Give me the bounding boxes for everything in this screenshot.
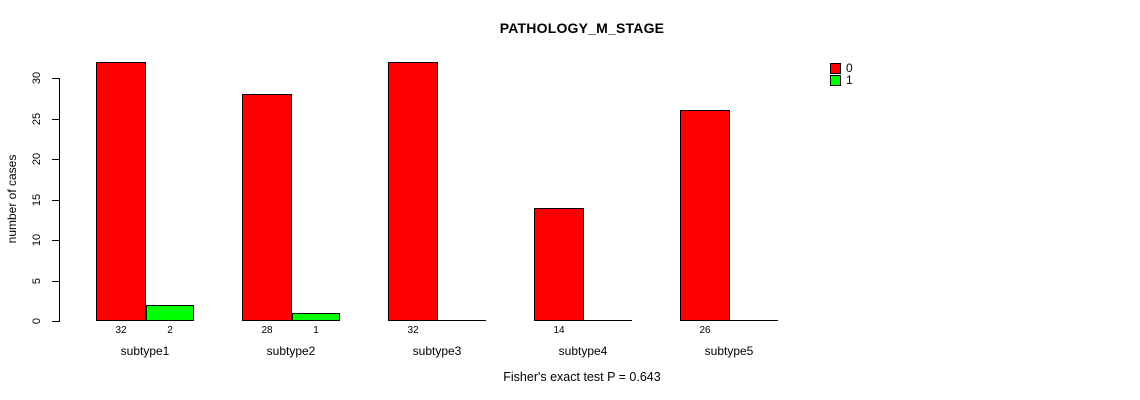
y-tick-label: 10	[31, 233, 43, 247]
bar-1-subtype3-zero	[438, 320, 486, 321]
legend-label-1: 1	[846, 73, 853, 87]
fisher-test-annotation: Fisher's exact test P = 0.643	[503, 370, 661, 384]
bar-value-label: 1	[313, 325, 319, 336]
legend-item-1: 1	[830, 74, 853, 86]
y-tick-label: 5	[31, 277, 43, 284]
bar-value-label: 32	[115, 325, 127, 336]
x-axis-label-subtype1: subtype1	[120, 344, 170, 358]
y-tick	[52, 118, 59, 120]
bar-value-label: 26	[699, 325, 711, 336]
legend: 0 1	[830, 62, 853, 86]
bar-value-label: 28	[261, 325, 273, 336]
bar-0-subtype2	[242, 94, 292, 321]
bar-0-subtype4	[534, 208, 584, 321]
y-tick	[52, 321, 59, 322]
y-tick-label: 15	[31, 193, 43, 206]
bar-1-subtype4-zero	[584, 320, 632, 321]
bar-0-subtype1	[96, 62, 146, 321]
y-tick	[52, 240, 59, 241]
bar-0-subtype3	[388, 62, 438, 321]
legend-item-0: 0	[830, 62, 853, 74]
y-axis-title: number of cases	[5, 154, 19, 244]
bar-value-label: 14	[553, 325, 565, 336]
y-tick	[52, 159, 59, 160]
legend-label-0: 0	[846, 61, 853, 75]
y-tick-label: 30	[31, 71, 43, 85]
y-tick	[52, 199, 59, 201]
bar-1-subtype5-zero	[730, 320, 778, 321]
bar-1-subtype1	[146, 305, 194, 321]
y-tick-label: 25	[31, 112, 43, 125]
x-axis-label-subtype4: subtype4	[558, 344, 608, 358]
x-axis-label-subtype3: subtype3	[412, 344, 462, 358]
bar-0-subtype5	[680, 110, 730, 321]
y-tick	[52, 280, 59, 282]
x-axis-label-subtype5: subtype5	[704, 344, 754, 358]
legend-swatch-red	[830, 62, 841, 74]
legend-swatch-green	[830, 74, 841, 86]
chart-title: PATHOLOGY_M_STAGE	[499, 20, 665, 36]
x-axis-label-subtype2: subtype2	[266, 344, 316, 358]
y-tick-label: 0	[31, 317, 43, 325]
y-axis-line	[59, 78, 60, 322]
bar-value-label: 32	[407, 325, 419, 336]
y-tick-label: 20	[31, 152, 43, 166]
y-tick	[52, 78, 59, 79]
bar-1-subtype2	[292, 313, 340, 321]
bar-value-label: 2	[167, 325, 173, 336]
